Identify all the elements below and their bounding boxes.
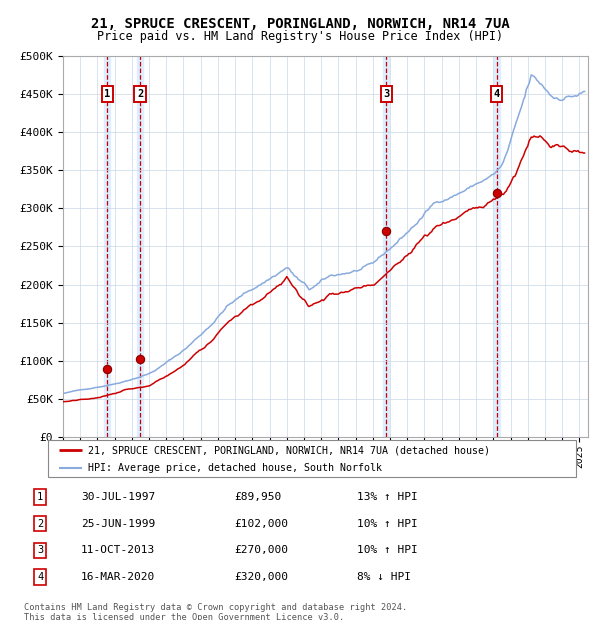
Text: 10% ↑ HPI: 10% ↑ HPI (357, 518, 418, 529)
Text: 1: 1 (37, 492, 43, 502)
FancyBboxPatch shape (48, 440, 576, 477)
Text: 10% ↑ HPI: 10% ↑ HPI (357, 545, 418, 556)
Text: Price paid vs. HM Land Registry's House Price Index (HPI): Price paid vs. HM Land Registry's House … (97, 30, 503, 43)
Text: 21, SPRUCE CRESCENT, PORINGLAND, NORWICH, NR14 7UA (detached house): 21, SPRUCE CRESCENT, PORINGLAND, NORWICH… (88, 445, 490, 455)
Text: 3: 3 (383, 89, 389, 99)
Text: £89,950: £89,950 (234, 492, 281, 502)
Text: 16-MAR-2020: 16-MAR-2020 (81, 572, 155, 582)
Text: 13% ↑ HPI: 13% ↑ HPI (357, 492, 418, 502)
Text: Contains HM Land Registry data © Crown copyright and database right 2024.: Contains HM Land Registry data © Crown c… (24, 603, 407, 613)
Bar (104, 56, 110, 437)
Bar (494, 56, 500, 437)
Text: 11-OCT-2013: 11-OCT-2013 (81, 545, 155, 556)
Text: 4: 4 (494, 89, 500, 99)
Bar (137, 56, 143, 437)
Text: 25-JUN-1999: 25-JUN-1999 (81, 518, 155, 529)
Text: 1: 1 (104, 89, 110, 99)
Text: This data is licensed under the Open Government Licence v3.0.: This data is licensed under the Open Gov… (24, 613, 344, 620)
Text: 21, SPRUCE CRESCENT, PORINGLAND, NORWICH, NR14 7UA: 21, SPRUCE CRESCENT, PORINGLAND, NORWICH… (91, 17, 509, 32)
Text: 2: 2 (137, 89, 143, 99)
Text: £270,000: £270,000 (234, 545, 288, 556)
Text: 30-JUL-1997: 30-JUL-1997 (81, 492, 155, 502)
Bar (383, 56, 389, 437)
Text: £102,000: £102,000 (234, 518, 288, 529)
Text: 2: 2 (37, 518, 43, 529)
Text: 3: 3 (37, 545, 43, 556)
Text: 4: 4 (37, 572, 43, 582)
Text: 8% ↓ HPI: 8% ↓ HPI (357, 572, 411, 582)
Text: HPI: Average price, detached house, South Norfolk: HPI: Average price, detached house, Sout… (88, 463, 382, 473)
Text: £320,000: £320,000 (234, 572, 288, 582)
